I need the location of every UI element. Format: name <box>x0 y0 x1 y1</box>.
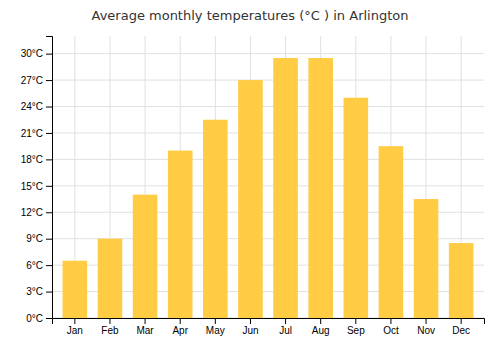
x-tick-mark <box>461 318 462 324</box>
bar <box>63 261 88 318</box>
x-tick-mark <box>145 318 146 324</box>
y-tick-label: 12°C <box>21 207 43 218</box>
x-tick: Nov <box>417 318 435 336</box>
x-tick: Dec <box>452 318 470 336</box>
y-tick: 27°C <box>21 75 52 86</box>
x-tick-label: Jun <box>242 325 258 336</box>
x-tick-label: Aug <box>312 325 330 336</box>
y-tick: 12°C <box>21 207 52 218</box>
x-tick: Jan <box>67 318 83 336</box>
x-tick: Mar <box>136 318 154 336</box>
chart: Average monthly temperatures (°C ) in Ar… <box>0 0 500 350</box>
y-tick: 21°C <box>21 128 52 139</box>
y-tick: 0°C <box>26 313 52 324</box>
x-tick-mark <box>250 318 251 324</box>
y-tick-label: 18°C <box>21 154 43 165</box>
x-tick: Feb <box>101 318 119 336</box>
x-tick: Aug <box>312 318 330 336</box>
y-tick-mark <box>46 133 52 134</box>
bar <box>203 120 228 318</box>
x-tick-mark <box>390 318 391 324</box>
y-grid-line <box>52 80 484 81</box>
y-tick-label: 9°C <box>26 233 43 244</box>
x-tick-mark <box>320 318 321 324</box>
x-tick-label: Feb <box>101 325 119 336</box>
x-tick-mark <box>74 318 75 324</box>
bar <box>308 58 333 318</box>
x-tick-mark <box>285 318 286 324</box>
y-tick: 6°C <box>26 260 52 271</box>
y-tick: 3°C <box>26 286 52 297</box>
x-tick: Jul <box>279 318 292 336</box>
x-tick-label: Dec <box>452 325 470 336</box>
y-tick-label: 21°C <box>21 128 43 139</box>
x-tick: Oct <box>383 318 399 336</box>
y-tick-mark <box>46 292 52 293</box>
x-axis-line <box>53 319 485 325</box>
bar <box>344 98 369 318</box>
x-tick-label: May <box>206 325 225 336</box>
y-tick-mark <box>46 54 52 55</box>
y-tick-label: 6°C <box>26 260 43 271</box>
x-tick-label: Sep <box>347 325 365 336</box>
y-axis: 0°C 3°C 6°C 9°C 12°C 15°C 18°C 21°C 24°C 27°C 30°C <box>21 37 53 324</box>
bar <box>273 58 298 318</box>
x-tick-mark <box>180 318 181 324</box>
y-grid-line <box>52 53 484 54</box>
x-tick-mark <box>215 318 216 324</box>
y-tick-mark <box>46 212 52 213</box>
y-tick-mark <box>46 80 52 81</box>
x-tick: May <box>206 318 225 336</box>
x-tick-label: Apr <box>172 325 188 336</box>
y-tick: 30°C <box>21 48 52 59</box>
x-tick-label: Jul <box>279 325 292 336</box>
x-tick-mark <box>426 318 427 324</box>
y-tick-label: 15°C <box>21 181 43 192</box>
bar <box>379 146 404 318</box>
y-tick-mark <box>46 239 52 240</box>
grid <box>52 36 484 318</box>
y-tick-label: 30°C <box>21 48 43 59</box>
y-grid-line <box>52 185 484 186</box>
x-tick-label: Jan <box>67 325 83 336</box>
bar <box>98 239 123 318</box>
x-tick: Jun <box>242 318 258 336</box>
y-axis-line <box>46 37 53 319</box>
x-tick-label: Oct <box>383 325 399 336</box>
x-tick-mark <box>109 318 110 324</box>
y-grid-line <box>52 159 484 160</box>
x-tick-label: Nov <box>417 325 435 336</box>
x-axis: Jan Feb Mar Apr May Jun Jul Aug Sep Oct Nov Dec <box>53 318 485 336</box>
bars <box>63 58 474 318</box>
y-tick-label: 3°C <box>26 286 43 297</box>
y-tick: 24°C <box>21 101 52 112</box>
title: Average monthly temperatures (°C ) in Ar… <box>92 8 409 23</box>
x-tick-label: Mar <box>136 325 154 336</box>
x-tick: Apr <box>172 318 188 336</box>
y-tick-mark <box>46 159 52 160</box>
y-tick: 15°C <box>21 181 52 192</box>
y-tick-label: 27°C <box>21 75 43 86</box>
y-tick-mark <box>46 186 52 187</box>
bar <box>414 199 439 318</box>
x-tick: Sep <box>347 318 365 336</box>
bar <box>168 151 193 318</box>
y-tick-label: 0°C <box>26 313 43 324</box>
bar <box>449 243 474 318</box>
y-tick-mark <box>46 318 52 319</box>
y-grid-line <box>52 132 484 133</box>
bar <box>238 80 263 318</box>
bar <box>133 195 158 318</box>
y-tick-mark <box>46 265 52 266</box>
plot: 0°C 3°C 6°C 9°C 12°C 15°C 18°C 21°C 24°C 27°C 30°C… <box>21 36 485 336</box>
y-grid-line <box>52 106 484 107</box>
y-tick-mark <box>46 107 52 108</box>
y-tick: 18°C <box>21 154 52 165</box>
y-tick: 9°C <box>26 233 52 244</box>
y-tick-label: 24°C <box>21 101 43 112</box>
x-tick-mark <box>355 318 356 324</box>
